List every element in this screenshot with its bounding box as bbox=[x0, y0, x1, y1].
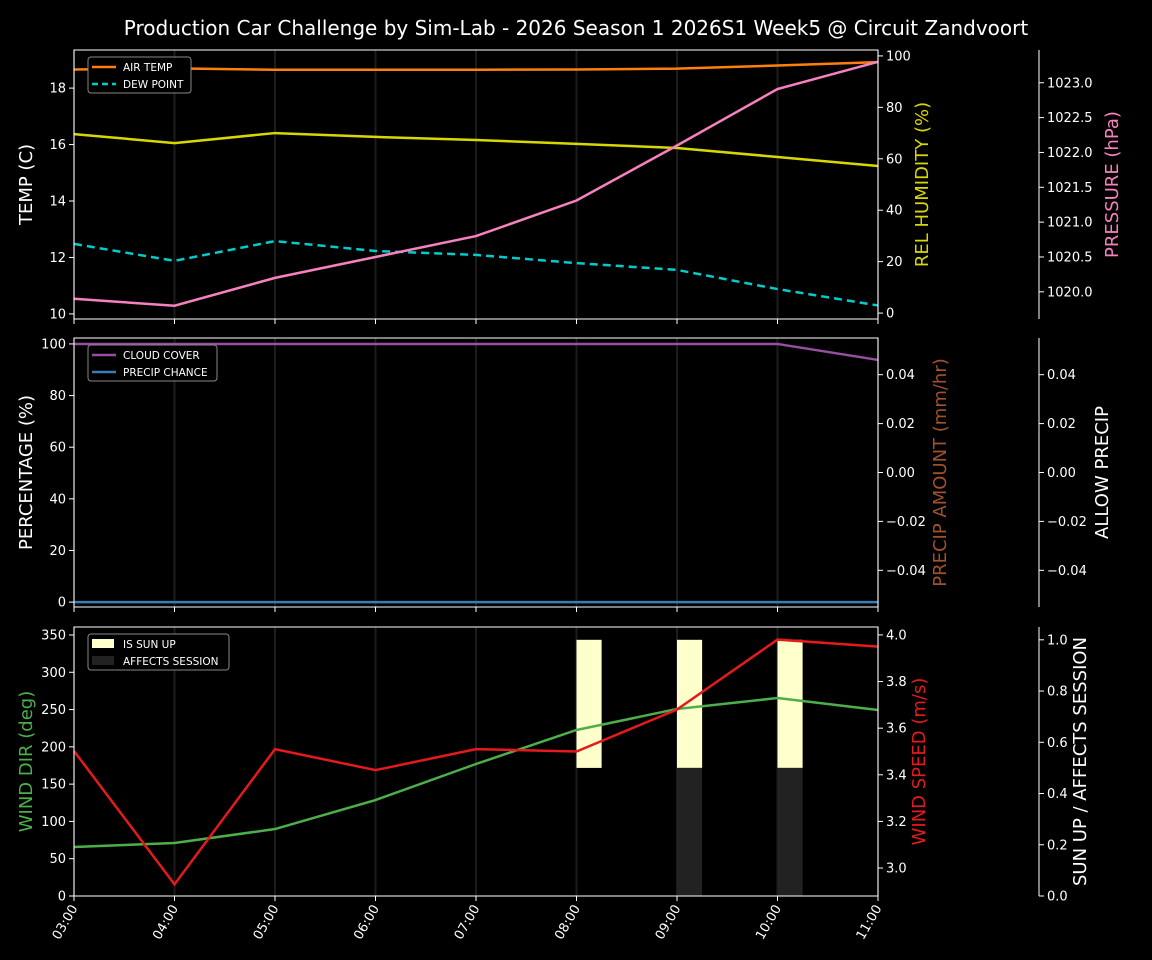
outer-tick-label: 0.00 bbox=[1047, 466, 1076, 481]
left-tick-label: 0 bbox=[58, 596, 66, 611]
outer-tick-label: −0.02 bbox=[1047, 515, 1087, 530]
right-tick-label: 100 bbox=[886, 49, 911, 64]
bar-affects-session bbox=[777, 767, 803, 896]
left-axis-label: TEMP (C) bbox=[16, 144, 37, 226]
panel-2: 0 20 40 60 80 100 PERCENTAGE (%) −0.04 −0.02 0.00… bbox=[16, 337, 1113, 612]
left-tick-label: 350 bbox=[41, 628, 66, 643]
left-axis-label: WIND DIR (deg) bbox=[16, 691, 37, 833]
right-axis-label: PRECIP AMOUNT (mm/hr) bbox=[930, 358, 951, 587]
outer-tick-label: 0.2 bbox=[1047, 838, 1068, 853]
right-tick-label: 3.4 bbox=[886, 768, 907, 783]
outer-tick-label: 0.4 bbox=[1047, 787, 1068, 802]
x-tick-label: 07:00 bbox=[452, 903, 484, 943]
outer-tick-label: 1021.0 bbox=[1047, 216, 1093, 231]
right-tick-label: 3.8 bbox=[886, 675, 907, 690]
chart-title: Production Car Challenge by Sim-Lab - 20… bbox=[124, 16, 1029, 40]
left-tick-label: 40 bbox=[49, 492, 66, 507]
legend-label: AFFECTS SESSION bbox=[123, 656, 219, 668]
outer-tick-label: 1023.0 bbox=[1047, 76, 1093, 91]
outer-tick-label: 1.0 bbox=[1047, 633, 1068, 648]
left-tick-label: 100 bbox=[41, 337, 66, 352]
outer-tick-label: 1022.5 bbox=[1047, 111, 1093, 126]
right-tick-label: 4.0 bbox=[886, 628, 907, 643]
bar-is-sun-up bbox=[677, 639, 703, 768]
outer-tick-label: 0.6 bbox=[1047, 736, 1068, 751]
legend-swatch bbox=[92, 656, 114, 665]
right-tick-label: 3.0 bbox=[886, 862, 907, 877]
outer-tick-label: 1020.0 bbox=[1047, 285, 1093, 300]
x-tick-label: 05:00 bbox=[251, 903, 283, 943]
left-tick-label: 60 bbox=[49, 441, 66, 456]
x-tick-label: 09:00 bbox=[653, 903, 685, 943]
left-tick-label: 18 bbox=[49, 82, 66, 97]
right-tick-label: −0.02 bbox=[886, 515, 926, 530]
outer-tick-label: 0.02 bbox=[1047, 417, 1076, 432]
right-tick-label: −0.04 bbox=[886, 564, 926, 579]
right-tick-label: 0 bbox=[886, 307, 894, 322]
legend-box bbox=[87, 633, 230, 671]
x-tick-label: 08:00 bbox=[552, 903, 584, 943]
left-axis-label: PERCENTAGE (%) bbox=[16, 395, 37, 550]
legend: AIR TEMP DEW POINT bbox=[87, 56, 192, 94]
outer-tick-label: 0.0 bbox=[1047, 890, 1068, 905]
bar-is-sun-up bbox=[777, 639, 803, 768]
legend-label: PRECIP CHANCE bbox=[123, 367, 208, 379]
outer-tick-label: 1021.5 bbox=[1047, 181, 1093, 196]
right-tick-label: 80 bbox=[886, 101, 903, 116]
outer-axis-label: SUN UP / AFFECTS SESSION bbox=[1070, 637, 1091, 886]
right-axis-label: WIND SPEED (m/s) bbox=[909, 678, 930, 846]
right-tick-label: 40 bbox=[886, 204, 903, 219]
left-tick-label: 0 bbox=[58, 890, 66, 905]
outer-tick-label: 1022.0 bbox=[1047, 146, 1093, 161]
right-tick-label: 0.04 bbox=[886, 368, 915, 383]
right-tick-label: 0.00 bbox=[886, 466, 915, 481]
left-tick-label: 14 bbox=[49, 195, 66, 210]
outer-tick-label: 0.8 bbox=[1047, 685, 1068, 700]
right-tick-label: 60 bbox=[886, 152, 903, 167]
x-tick-label: 04:00 bbox=[150, 903, 182, 943]
panel-1: 10 12 14 16 18 TEMP (C) 0 20 40 60 80 100 REL HUMIDI… bbox=[16, 49, 1123, 324]
legend-label: AIR TEMP bbox=[123, 62, 172, 74]
left-tick-label: 300 bbox=[41, 666, 66, 681]
left-tick-label: 200 bbox=[41, 740, 66, 755]
left-tick-label: 50 bbox=[49, 852, 66, 867]
legend-label: DEW POINT bbox=[123, 79, 184, 91]
x-tick-label: 10:00 bbox=[753, 903, 785, 943]
left-tick-label: 250 bbox=[41, 703, 66, 718]
legend-label: IS SUN UP bbox=[123, 639, 176, 651]
legend-swatch bbox=[92, 639, 114, 648]
left-tick-label: 150 bbox=[41, 778, 66, 793]
left-tick-label: 80 bbox=[49, 389, 66, 404]
outer-axis-label: ALLOW PRECIP bbox=[1092, 406, 1113, 539]
outer-axis-label: PRESSURE (hPa) bbox=[1102, 111, 1123, 258]
left-tick-label: 12 bbox=[49, 251, 66, 266]
left-tick-label: 20 bbox=[49, 544, 66, 559]
x-tick-label: 03:00 bbox=[50, 903, 82, 943]
x-tick-label: 11:00 bbox=[854, 903, 886, 943]
left-tick-label: 10 bbox=[49, 307, 66, 322]
right-tick-label: 3.2 bbox=[886, 815, 907, 830]
panel-3: 0 50 100 150 200 250 300 350 WIND DIR (deg) 3.0 3.… bbox=[16, 626, 1091, 943]
legend-label: CLOUD COVER bbox=[123, 350, 200, 362]
legend-box bbox=[87, 344, 218, 382]
x-tick-label: 06:00 bbox=[351, 903, 383, 943]
left-tick-label: 100 bbox=[41, 815, 66, 830]
left-tick-label: 16 bbox=[49, 138, 66, 153]
outer-tick-label: 1020.5 bbox=[1047, 250, 1093, 265]
right-tick-label: 3.6 bbox=[886, 722, 907, 737]
bar-affects-session bbox=[677, 767, 703, 896]
right-axis-label: REL HUMIDITY (%) bbox=[912, 102, 933, 267]
right-tick-label: 0.02 bbox=[886, 417, 915, 432]
outer-tick-label: −0.04 bbox=[1047, 564, 1087, 579]
right-tick-label: 20 bbox=[886, 255, 903, 270]
legend: IS SUN UP AFFECTS SESSION bbox=[87, 633, 230, 671]
outer-tick-label: 0.04 bbox=[1047, 368, 1076, 383]
legend: CLOUD COVER PRECIP CHANCE bbox=[87, 344, 218, 382]
